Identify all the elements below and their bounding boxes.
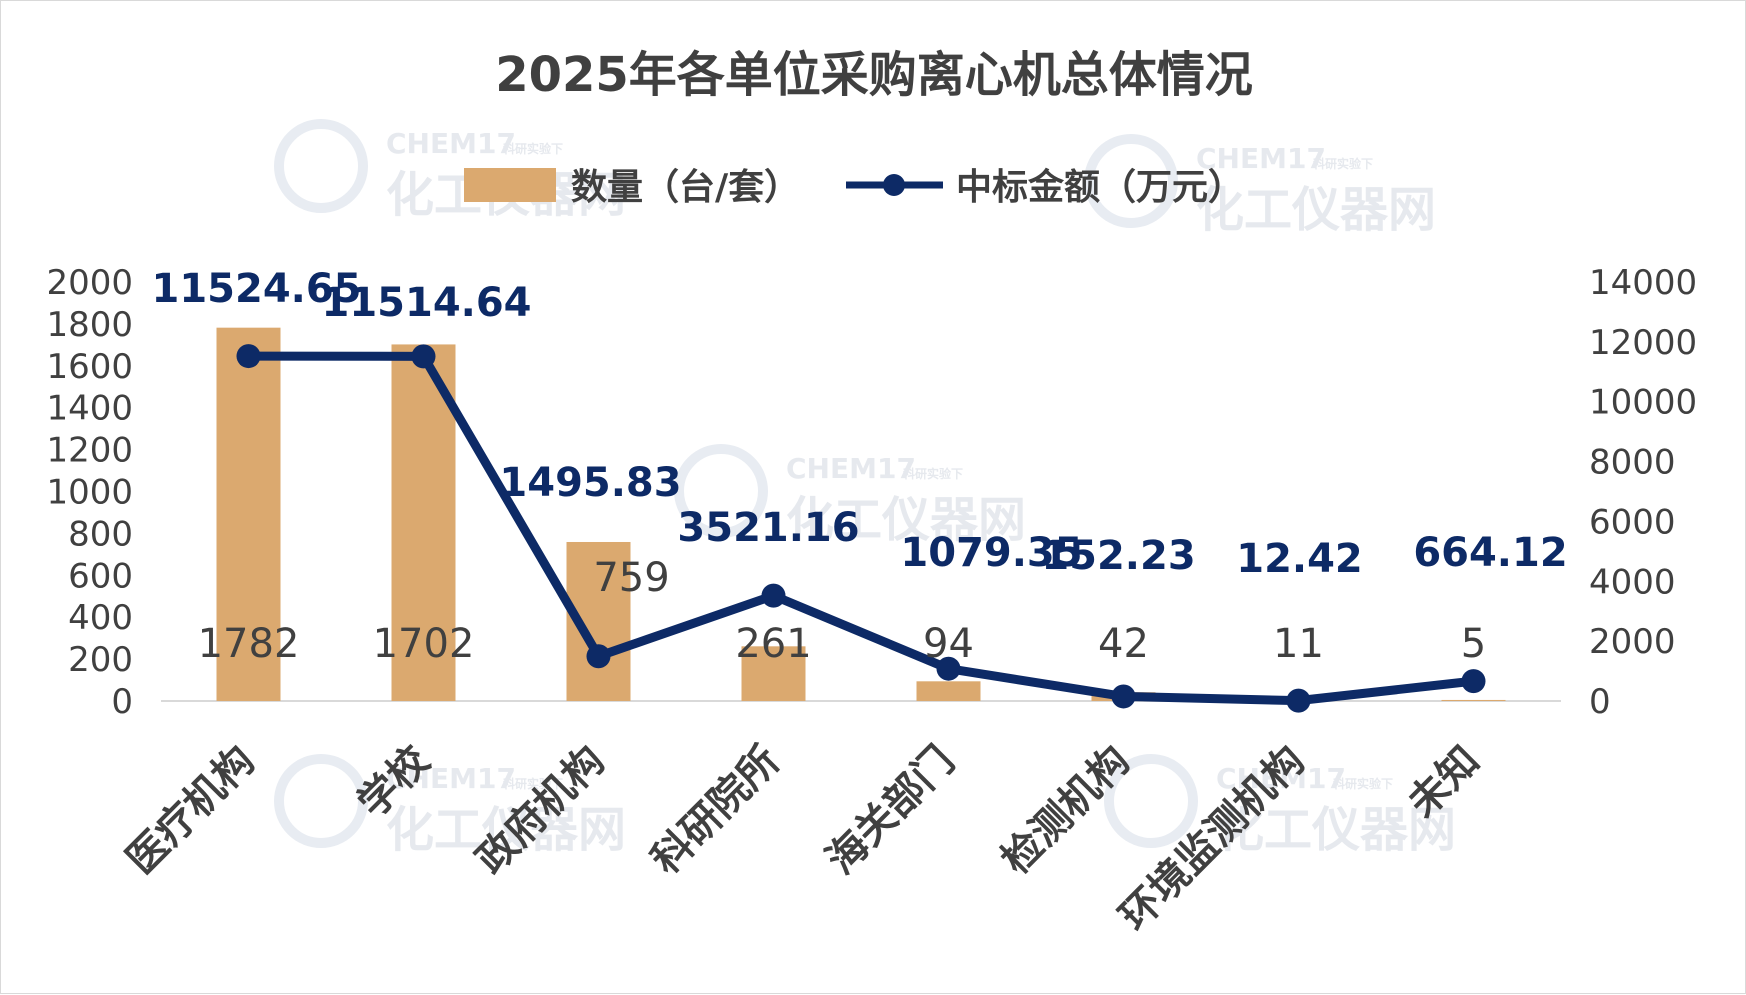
watermark-slogan: 科研实验下 (1313, 156, 1373, 171)
bar-series (216, 327, 1506, 701)
watermark-brand: CHEM17 (1196, 142, 1326, 175)
line-point (236, 344, 261, 369)
watermark-brand: CHEM17 (386, 762, 516, 795)
y-right-tick-label: 10000 (1589, 383, 1697, 423)
line-data-label: 11524.65 (151, 266, 361, 312)
line-point (1111, 684, 1136, 709)
y-right-tick-label: 8000 (1589, 443, 1676, 483)
bar-data-label: 11 (1273, 621, 1324, 667)
line-point (761, 583, 786, 608)
watermark-logo-icon (674, 444, 768, 538)
line-data-label: 12.42 (1236, 536, 1363, 582)
y-left-tick-label: 1000 (46, 473, 133, 513)
watermark-name: 化工仪器网 (1216, 802, 1456, 858)
y-right-tick-label: 14000 (1589, 263, 1697, 303)
bar (1441, 699, 1506, 701)
line-point (1286, 688, 1311, 713)
line-data-label: 1495.83 (499, 460, 681, 506)
y-left-tick-label: 1600 (46, 347, 133, 387)
watermark-brand: CHEM17 (786, 452, 916, 485)
bar (216, 327, 281, 701)
legend-bar-swatch (464, 168, 556, 202)
watermark-name: 化工仪器网 (386, 802, 626, 858)
line-point (411, 344, 436, 369)
watermark-slogan: 科研实验下 (1333, 776, 1393, 791)
watermark-logo-icon (1084, 134, 1178, 228)
bar (916, 681, 981, 701)
watermark-brand: CHEM17 (386, 127, 516, 160)
line-data-label: 664.12 (1413, 530, 1567, 576)
line-data-label: 11514.64 (321, 280, 531, 326)
y-right-tick-label: 4000 (1589, 562, 1676, 602)
y-right-tick-label: 2000 (1589, 622, 1676, 662)
x-category-label: 科研院所 (643, 738, 789, 884)
legend: 数量（台/套） 中标金额（万元） (464, 166, 1244, 208)
y-left-tick-label: 1200 (46, 431, 133, 471)
chart-title: 2025年各单位采购离心机总体情况 (495, 47, 1253, 103)
x-category-label: 医疗机构 (118, 738, 264, 884)
x-category-label: 检测机构 (993, 738, 1139, 884)
watermark-slogan: 科研实验下 (503, 776, 563, 791)
watermark-logo-icon (1104, 754, 1198, 848)
bar-data-label: 261 (735, 621, 811, 667)
watermark-brand: CHEM17 (1216, 762, 1346, 795)
bar-data-label: 94 (923, 621, 974, 667)
legend-bar-label: 数量（台/套） (571, 167, 800, 208)
line-series (236, 344, 1486, 713)
line-point (586, 644, 611, 669)
x-category-label: 海关部门 (818, 738, 964, 884)
watermark-name: 化工仪器网 (1196, 182, 1436, 238)
watermark-logo-icon (274, 119, 368, 213)
bar-data-label: 1702 (373, 621, 475, 667)
line-data-label: 1079.35 (900, 530, 1082, 576)
watermark-logo-icon (274, 754, 368, 848)
watermark-slogan: 科研实验下 (503, 141, 563, 156)
line-point (936, 656, 961, 681)
y-left-tick-label: 1800 (46, 305, 133, 345)
bar-data-label: 5 (1461, 621, 1486, 667)
watermark-slogan: 科研实验下 (903, 466, 963, 481)
bar (391, 344, 456, 701)
y-left-tick-label: 600 (68, 556, 133, 596)
y-left-tick-label: 2000 (46, 263, 133, 303)
watermark-name: 化工仪器网 (786, 492, 1026, 548)
y-left-tick-label: 0 (111, 682, 133, 722)
y-left-tick-label: 800 (68, 514, 133, 554)
line-path (244, 351, 1478, 706)
legend-line-label: 中标金额（万元） (956, 166, 1244, 208)
y-left-tick-label: 200 (68, 640, 133, 680)
line-point (1461, 669, 1486, 694)
bar-data-label: 42 (1098, 621, 1149, 667)
bar-data-label: 759 (593, 555, 669, 601)
bar-data-label: 1782 (198, 621, 300, 667)
y-right-tick-label: 0 (1589, 682, 1611, 722)
bar (741, 646, 806, 701)
watermark-layer: CHEM17科研实验下化工仪器网CHEM17科研实验下化工仪器网CHEM17科研… (274, 119, 1456, 858)
y-right-tick-label: 6000 (1589, 502, 1676, 542)
legend-line-marker (883, 174, 905, 196)
line-data-label: 3521.16 (677, 505, 859, 551)
y-left-tick-label: 400 (68, 598, 133, 638)
y-right-tick-label: 12000 (1589, 323, 1697, 363)
y-left-tick-label: 1400 (46, 389, 133, 429)
line-data-label: 152.23 (1041, 533, 1195, 579)
